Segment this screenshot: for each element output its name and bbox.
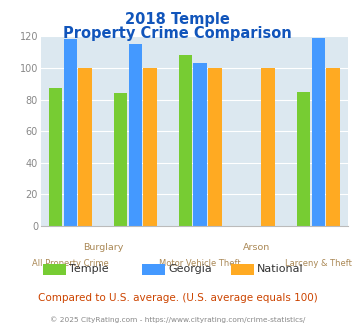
Bar <box>208 68 222 226</box>
Text: Larceny & Theft: Larceny & Theft <box>285 259 352 268</box>
Bar <box>312 38 325 226</box>
Bar <box>179 55 192 226</box>
Text: Compared to U.S. average. (U.S. average equals 100): Compared to U.S. average. (U.S. average … <box>38 293 317 303</box>
Bar <box>114 93 127 226</box>
Text: National: National <box>257 264 304 274</box>
Bar <box>143 68 157 226</box>
Bar <box>193 63 207 226</box>
Bar <box>64 40 77 226</box>
Bar <box>261 68 275 226</box>
Bar <box>297 92 310 226</box>
Text: Burglary: Burglary <box>83 243 123 252</box>
Text: Property Crime Comparison: Property Crime Comparison <box>63 26 292 41</box>
Text: Arson: Arson <box>243 243 270 252</box>
Bar <box>49 88 62 226</box>
Bar <box>129 44 142 226</box>
Text: Temple: Temple <box>69 264 109 274</box>
Bar <box>326 68 340 226</box>
Text: Motor Vehicle Theft: Motor Vehicle Theft <box>159 259 241 268</box>
Bar <box>78 68 92 226</box>
Text: © 2025 CityRating.com - https://www.cityrating.com/crime-statistics/: © 2025 CityRating.com - https://www.city… <box>50 316 305 323</box>
Text: 2018 Temple: 2018 Temple <box>125 12 230 26</box>
Text: Georgia: Georgia <box>169 264 212 274</box>
Text: All Property Crime: All Property Crime <box>32 259 109 268</box>
